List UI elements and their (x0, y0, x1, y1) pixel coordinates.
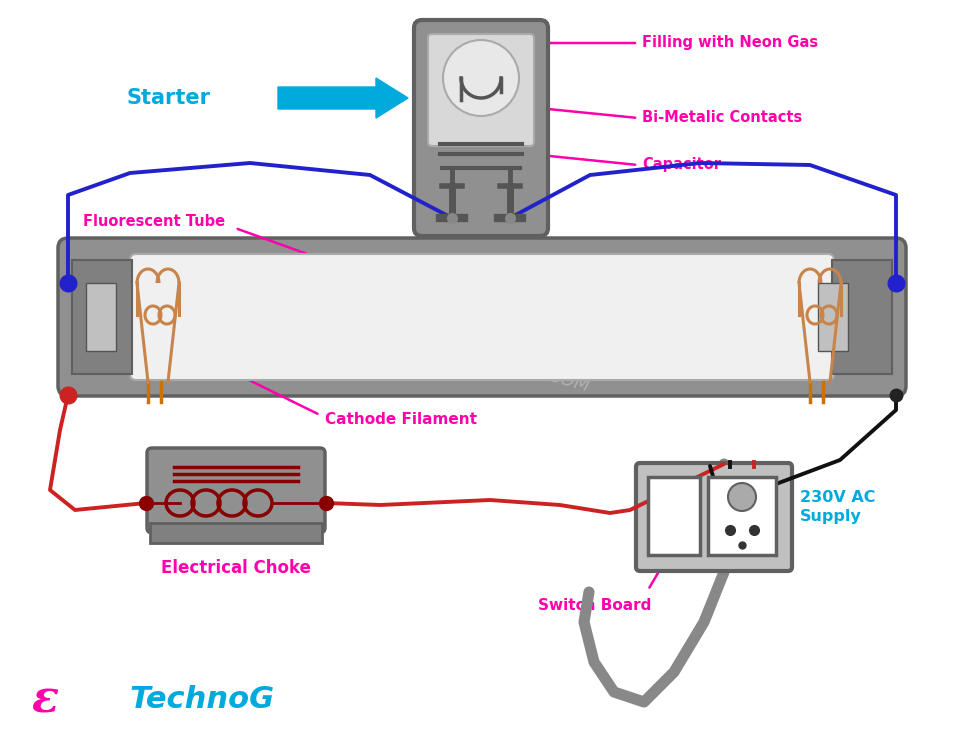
Circle shape (443, 40, 519, 116)
Text: TechnoG: TechnoG (130, 686, 275, 715)
Circle shape (728, 483, 756, 511)
Text: ε: ε (31, 678, 58, 721)
FancyBboxPatch shape (58, 238, 906, 396)
Bar (648, 477, 700, 555)
Text: Fluorescent Tube: Fluorescent Tube (83, 215, 225, 230)
Text: WWW. ETechnoG .COM: WWW. ETechnoG .COM (388, 325, 592, 395)
Bar (86, 283, 116, 351)
Bar (818, 283, 848, 351)
Text: Cathode Filament: Cathode Filament (325, 412, 477, 427)
FancyBboxPatch shape (130, 254, 834, 380)
FancyBboxPatch shape (636, 463, 792, 571)
Text: Filling with Neon Gas: Filling with Neon Gas (642, 36, 818, 51)
Text: Switch Board: Switch Board (538, 597, 651, 612)
Text: Capacitor: Capacitor (642, 158, 721, 172)
FancyArrow shape (278, 78, 408, 118)
FancyBboxPatch shape (414, 20, 548, 236)
Text: Electrical Choke: Electrical Choke (161, 559, 311, 577)
Text: 230V AC
Supply: 230V AC Supply (800, 490, 876, 525)
Bar (832, 260, 892, 374)
FancyBboxPatch shape (428, 34, 534, 146)
Bar (150, 523, 322, 542)
FancyBboxPatch shape (147, 448, 325, 533)
Bar (72, 260, 132, 374)
Bar (708, 477, 776, 555)
Text: Starter: Starter (126, 88, 210, 108)
Text: Bi-Metalic Contacts: Bi-Metalic Contacts (642, 111, 802, 126)
